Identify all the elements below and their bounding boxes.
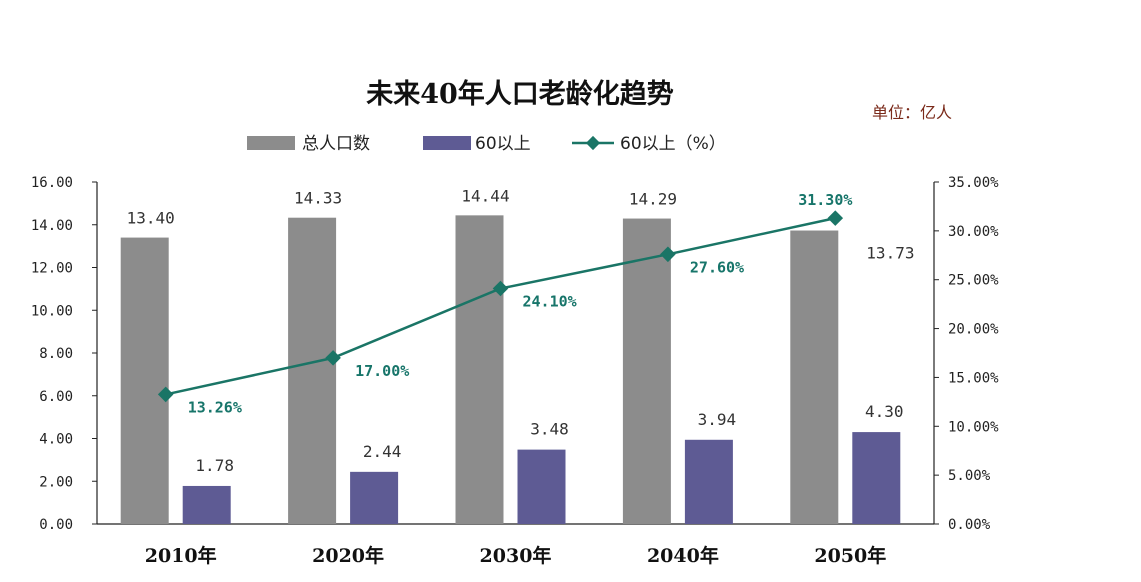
legend-swatch-total (247, 136, 295, 150)
bar-over60 (350, 471, 399, 524)
bar-total (622, 218, 671, 524)
label-percent: 27.60% (690, 258, 744, 276)
bar-total (288, 217, 337, 525)
right-tick-label: 5.00% (948, 468, 991, 484)
left-tick-label: 10.00 (31, 303, 73, 319)
label-over60: 3.94 (698, 410, 737, 429)
percent-marker (157, 386, 174, 403)
label-over60: 2.44 (363, 442, 402, 461)
label-percent: 17.00% (355, 362, 409, 380)
label-over60: 4.30 (865, 402, 904, 421)
right-tick-label: 35.00% (948, 175, 999, 191)
category-label: 2020年 (312, 544, 384, 567)
legend-label-total: 总人口数 (302, 134, 370, 154)
data-labels: 13.40 1.78 14.33 2.44 14.44 3.48 14.29 3.94 13.7… (127, 186, 915, 475)
bar-total (120, 237, 169, 524)
right-tick-label: 0.00% (948, 517, 991, 533)
left-tick-label: 12.00 (31, 261, 73, 277)
category-label: 2040年 (647, 544, 719, 567)
label-percent: 24.10% (523, 293, 577, 311)
right-tick-label: 20.00% (948, 322, 999, 338)
unit-label: 单位：亿人 (872, 103, 952, 122)
bar-over60 (852, 432, 901, 524)
left-tick-label: 8.00 (39, 346, 73, 362)
category-labels: 2010年 2020年 2030年 2040年 2050年 (145, 544, 886, 567)
label-total: 14.33 (294, 189, 342, 208)
percent-marker (660, 246, 676, 263)
category-label: 2010年 (145, 544, 217, 567)
bar-over60 (684, 439, 733, 524)
bars (120, 215, 901, 525)
legend-marker-percent (585, 135, 601, 151)
bar-total (790, 230, 839, 525)
left-tick-label: 2.00 (39, 474, 73, 490)
chart-title: 未来40年人口老龄化趋势 (366, 78, 674, 110)
category-label: 2050年 (814, 544, 886, 567)
label-over60: 1.78 (195, 456, 234, 475)
label-total: 14.44 (461, 186, 509, 205)
legend-label-over60: 60以上 (475, 134, 531, 154)
legend-label-percent: 60以上（%） (620, 134, 726, 154)
percent-marker (827, 210, 844, 226)
left-axis-ticks: 0.00 2.00 4.00 6.00 8.00 10.00 12.00 14.00 16.00 (31, 175, 97, 533)
bar-over60 (517, 449, 566, 524)
right-tick-label: 25.00% (948, 273, 999, 289)
bar-total (455, 215, 504, 524)
bar-over60 (182, 485, 231, 524)
right-tick-label: 15.00% (948, 370, 999, 386)
label-total: 13.40 (127, 209, 175, 228)
label-percent: 31.30% (798, 191, 852, 209)
label-over60: 3.48 (530, 420, 569, 439)
right-axis-ticks: 0.00% 5.00% 10.00% 15.00% 20.00% 25.00% 30.00%… (934, 175, 999, 533)
label-total: 13.73 (866, 244, 914, 263)
left-tick-label: 16.00 (31, 175, 73, 191)
left-tick-label: 14.00 (31, 218, 73, 234)
category-label: 2030年 (480, 544, 552, 567)
left-tick-label: 0.00 (39, 517, 73, 533)
left-tick-label: 4.00 (39, 432, 73, 448)
legend: 总人口数 60以上 60以上（%） (247, 134, 726, 154)
label-percent: 13.26% (188, 398, 242, 416)
right-tick-label: 30.00% (948, 224, 999, 240)
right-tick-label: 10.00% (948, 419, 999, 435)
legend-swatch-over60 (423, 136, 471, 150)
left-tick-label: 6.00 (39, 389, 73, 405)
label-total: 14.29 (629, 190, 677, 209)
